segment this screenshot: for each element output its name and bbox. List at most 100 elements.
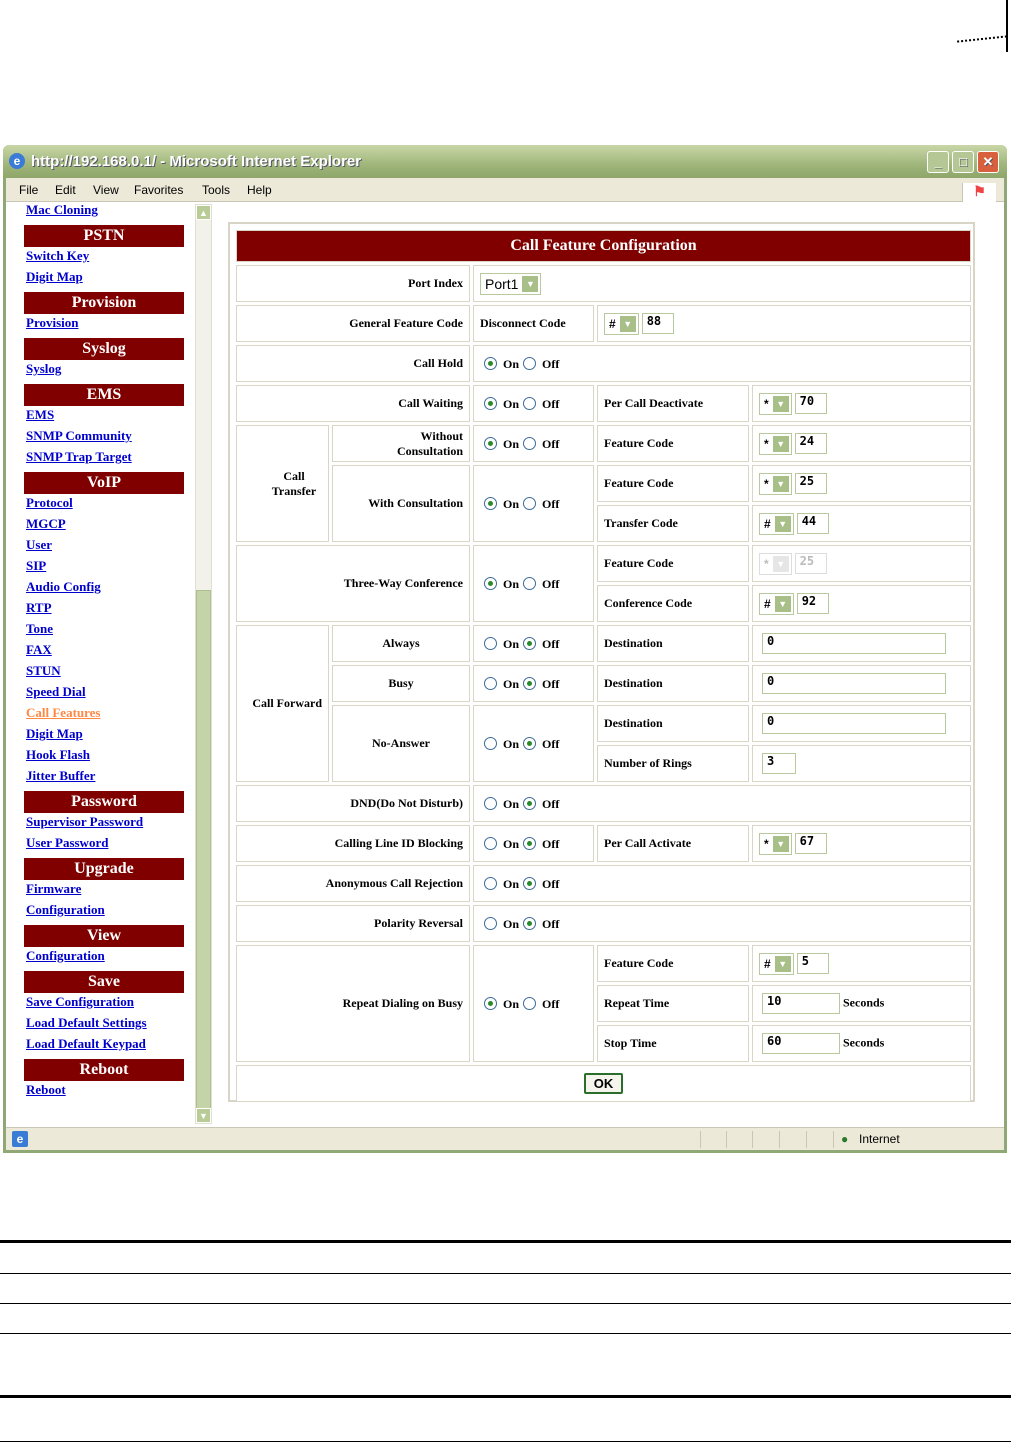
per-call-activate-symbol-select[interactable]: * ▼ [759, 832, 792, 855]
per-call-deactivate-input[interactable]: 70 [794, 393, 827, 414]
on-label: On [503, 916, 520, 931]
transfer-without-on-radio[interactable] [484, 437, 497, 451]
forward-busy-on-radio[interactable] [484, 677, 497, 691]
menu-favorites[interactable]: Favorites [134, 183, 184, 197]
polarity-reversal-on-radio[interactable] [484, 917, 497, 931]
busy-destination-input[interactable]: 0 [762, 673, 946, 694]
call-waiting-off-radio[interactable] [523, 397, 537, 411]
three-way-feature-code-input[interactable]: 25 [794, 553, 827, 574]
sidebar-link[interactable]: Configuration [26, 902, 105, 917]
sidebar-link[interactable]: Provision [26, 315, 79, 330]
dnd-off-radio[interactable] [523, 797, 537, 811]
sidebar-link[interactable]: User Password [26, 835, 109, 850]
sidebar-link[interactable]: Speed Dial [26, 684, 86, 699]
anonymous-rejection-off-radio[interactable] [523, 877, 537, 891]
repeat-feature-code-symbol-select[interactable]: # ▼ [759, 952, 794, 975]
polarity-reversal-radio-group: On Off [473, 905, 971, 942]
sidebar-scrollbar[interactable]: ▲ ▼ [195, 204, 212, 1124]
clid-blocking-on-radio[interactable] [484, 837, 497, 851]
menu-help[interactable]: Help [247, 183, 272, 197]
close-button[interactable]: ✕ [977, 151, 999, 173]
transfer-without-code-input[interactable]: 24 [794, 433, 827, 454]
scroll-thumb[interactable] [196, 590, 211, 1110]
clid-blocking-off-radio[interactable] [523, 837, 537, 851]
sidebar-link[interactable]: SIP [26, 558, 47, 573]
sidebar-link[interactable]: Switch Key [26, 248, 90, 263]
conference-code-input[interactable]: 92 [796, 593, 829, 614]
three-way-feature-code-symbol-select[interactable]: * ▼ [759, 552, 792, 575]
conference-code-symbol-select[interactable]: # ▼ [759, 592, 794, 615]
sidebar-link[interactable]: Digit Map [26, 269, 83, 284]
polarity-reversal-off-radio[interactable] [523, 917, 537, 931]
sidebar-link[interactable]: Tone [26, 621, 53, 636]
sidebar-link[interactable]: Mac Cloning [26, 202, 98, 217]
transfer-code-input[interactable]: 44 [796, 513, 829, 534]
port-index-select[interactable]: Port1 ▼ [480, 272, 542, 295]
three-way-off-radio[interactable] [523, 577, 537, 591]
sidebar-link[interactable]: EMS [26, 407, 55, 422]
sidebar-link[interactable]: Load Default Keypad [26, 1036, 146, 1051]
sidebar-link[interactable]: Jitter Buffer [26, 768, 96, 783]
number-of-rings-input[interactable]: 3 [762, 753, 796, 774]
sidebar-link[interactable]: Digit Map [26, 726, 83, 741]
sidebar-link[interactable]: STUN [26, 663, 61, 678]
anonymous-rejection-on-radio[interactable] [484, 877, 497, 891]
per-call-activate-input[interactable]: 67 [794, 833, 827, 854]
transfer-without-off-radio[interactable] [523, 437, 537, 451]
menu-tools[interactable]: Tools [202, 183, 231, 197]
sidebar-link[interactable]: Audio Config [26, 579, 101, 594]
scroll-down-icon[interactable]: ▼ [196, 1108, 211, 1123]
disconnect-code-symbol-select[interactable]: # ▼ [604, 312, 639, 335]
no-answer-destination-input[interactable]: 0 [762, 713, 946, 734]
menu-edit[interactable]: Edit [55, 183, 76, 197]
transfer-code-symbol-select[interactable]: # ▼ [759, 512, 794, 535]
ok-button[interactable]: OK [583, 1073, 624, 1094]
three-way-on-radio[interactable] [484, 577, 497, 591]
menu-view[interactable]: View [93, 183, 119, 197]
transfer-with-off-radio[interactable] [523, 497, 537, 511]
sidebar-link[interactable]: SNMP Community [26, 428, 132, 443]
sidebar-link[interactable]: Hook Flash [26, 747, 90, 762]
transfer-without-code-symbol-select[interactable]: * ▼ [759, 432, 792, 455]
per-call-deactivate-symbol-select[interactable]: * ▼ [759, 392, 792, 415]
call-waiting-on-radio[interactable] [484, 397, 497, 411]
transfer-with-feature-code-symbol-select[interactable]: * ▼ [759, 472, 792, 495]
repeat-feature-code-input[interactable]: 5 [796, 953, 829, 974]
sidebar-link[interactable]: Protocol [26, 495, 73, 510]
sidebar-link[interactable]: Call Features [26, 705, 101, 720]
sidebar-link[interactable]: Load Default Settings [26, 1015, 147, 1030]
sidebar-link[interactable]: MGCP [26, 516, 66, 531]
transfer-with-on-radio[interactable] [484, 497, 497, 511]
sidebar-link[interactable]: RTP [26, 600, 52, 615]
sidebar-link[interactable]: Reboot [26, 1082, 66, 1097]
sidebar-link[interactable]: Firmware [26, 881, 82, 896]
disconnect-code-input[interactable]: 88 [641, 313, 674, 334]
forward-no-answer-off-radio[interactable] [523, 737, 537, 751]
always-destination-input[interactable]: 0 [762, 633, 946, 654]
sidebar-link[interactable]: Configuration [26, 948, 105, 963]
forward-busy-off-radio[interactable] [523, 677, 537, 691]
call-hold-on-radio[interactable] [484, 357, 497, 371]
sidebar-link[interactable]: Supervisor Password [26, 814, 144, 829]
minimize-button[interactable]: _ [927, 151, 949, 173]
transfer-with-radio-group: On Off [473, 465, 594, 542]
repeat-dialing-on-radio[interactable] [484, 997, 497, 1011]
forward-always-on-radio[interactable] [484, 637, 497, 651]
transfer-with-feature-code-input[interactable]: 25 [794, 473, 827, 494]
repeat-time-input[interactable]: 10 [762, 993, 840, 1014]
sidebar-link[interactable]: FAX [26, 642, 52, 657]
forward-no-answer-on-radio[interactable] [484, 737, 497, 751]
scroll-up-icon[interactable]: ▲ [196, 205, 211, 220]
sidebar-link[interactable]: User [26, 537, 52, 552]
maximize-button[interactable]: □ [952, 151, 974, 173]
forward-always-off-radio[interactable] [523, 637, 537, 651]
sidebar-link[interactable]: Syslog [26, 361, 62, 376]
sidebar-link[interactable]: Save Configuration [26, 994, 134, 1009]
call-hold-off-radio[interactable] [523, 357, 537, 371]
stop-time-input[interactable]: 60 [762, 1033, 840, 1054]
dnd-on-radio[interactable] [484, 797, 497, 811]
sidebar-link[interactable]: SNMP Trap Target [26, 449, 132, 464]
repeat-dialing-off-radio[interactable] [523, 997, 537, 1011]
call-transfer-text: Call Transfer [271, 468, 317, 498]
menu-file[interactable]: File [19, 183, 39, 197]
